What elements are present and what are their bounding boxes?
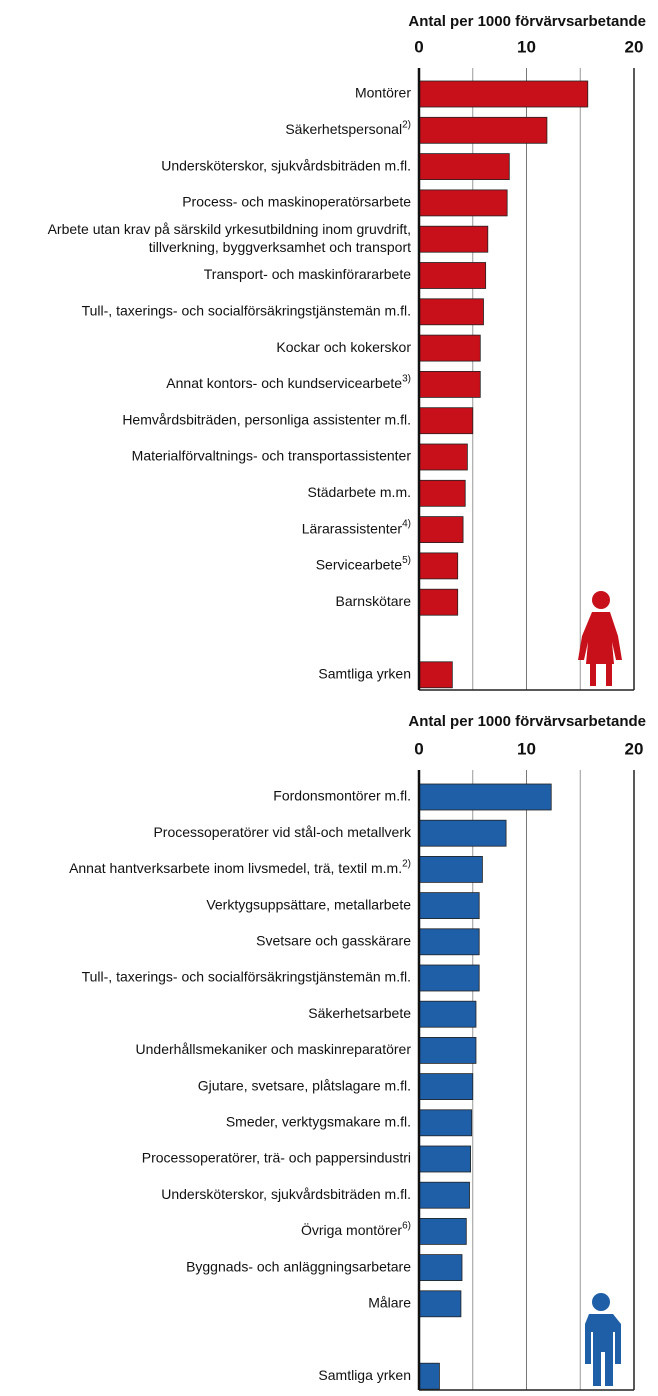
bar: [418, 964, 480, 992]
axis-title: Antal per 1000 förvärvsarbetande: [408, 713, 646, 730]
bar: [418, 1181, 470, 1209]
category-label: Annat kontors- och kundservicearbete3): [166, 373, 411, 391]
bar: [418, 552, 459, 580]
category-label: Undersköterskor, sjukvårdsbiträden m.fl.: [161, 157, 411, 173]
category-label: Montörer: [355, 85, 411, 101]
bar: [418, 856, 483, 883]
bar: [418, 1254, 463, 1281]
footnote: 3): [402, 373, 411, 384]
category-label: Målare: [368, 1295, 411, 1311]
bar: [418, 298, 484, 326]
footnote: 2): [402, 119, 411, 130]
axis-title: Antal per 1000 förvärvsarbetande: [408, 13, 646, 30]
x-tick-label: 0: [414, 739, 423, 758]
bar: [418, 892, 480, 919]
bar: [418, 1037, 477, 1064]
footnote: 2): [402, 858, 411, 869]
category-label: Processoperatörer vid stål-och metallver…: [153, 824, 412, 840]
category-label: Verktygsuppsättare, metallarbete: [206, 896, 411, 912]
bar: [418, 928, 480, 956]
bar: [418, 1109, 473, 1137]
category-label: Materialförvaltnings- och transportassis…: [132, 448, 412, 464]
bar: [418, 588, 459, 616]
category-label: Processoperatörer, trä- och pappersindus…: [142, 1150, 411, 1166]
category-label: Barnskötare: [336, 593, 412, 609]
category-label: Lärarassistenter4): [302, 518, 411, 536]
female-icon: [578, 591, 622, 686]
bar: [418, 225, 489, 253]
footnote: 5): [402, 555, 411, 566]
bar: [418, 370, 481, 398]
category-label: Process- och maskinoperatörsarbete: [182, 194, 411, 210]
bar: [418, 407, 474, 435]
bar: [418, 1362, 440, 1390]
bar: [418, 443, 468, 471]
category-label: Säkerhetsarbete: [308, 1005, 411, 1021]
bar: [418, 479, 466, 507]
category-label: Hemvårdsbiträden, personliga assistenter…: [122, 411, 411, 427]
bar: [418, 1145, 471, 1173]
bar: [418, 1218, 467, 1245]
bar: [418, 819, 507, 847]
bar: [418, 153, 510, 181]
category-label: Tull-, taxerings- och socialförsäkringst…: [82, 969, 411, 985]
bar: [418, 116, 548, 144]
category-label: Gjutare, svetsare, plåtslagare m.fl.: [198, 1077, 411, 1093]
category-label: Samtliga yrken: [318, 666, 411, 682]
category-label: Svetsare och gasskärare: [256, 933, 411, 949]
bar: [418, 1073, 474, 1100]
x-tick-label: 0: [414, 37, 423, 56]
bar: [418, 189, 508, 217]
bar: [418, 661, 453, 689]
male-icon: [585, 1293, 621, 1386]
x-tick-label: 20: [625, 37, 644, 56]
category-label: Underhållsmekaniker och maskinreparatöre…: [136, 1041, 412, 1057]
footnote: 4): [402, 518, 411, 529]
category-label: Tull-, taxerings- och socialförsäkringst…: [82, 303, 411, 319]
category-label: Säkerhetspersonal2): [285, 119, 411, 137]
category-label: Transport- och maskinförararbete: [204, 266, 411, 282]
category-label: Annat hantverksarbete inom livsmedel, tr…: [69, 858, 411, 876]
category-label: Servicearbete5): [316, 555, 411, 573]
footnote: 6): [402, 1220, 411, 1231]
bar: [418, 783, 552, 811]
category-label: Undersköterskor, sjukvårdsbiträden m.fl.: [161, 1186, 411, 1202]
bar: [418, 262, 487, 289]
category-label: Fordonsmontörer m.fl.: [273, 788, 411, 804]
bar: [418, 516, 464, 543]
x-tick-label: 10: [517, 37, 536, 56]
category-label: Arbete utan krav på särskild yrkesutbild…: [48, 221, 412, 255]
category-label: Smeder, verktygsmakare m.fl.: [226, 1114, 411, 1130]
bar: [418, 1290, 462, 1318]
bar: [418, 334, 481, 362]
x-tick-label: 20: [625, 739, 644, 758]
category-label: Övriga montörer6): [301, 1220, 411, 1238]
x-tick-label: 10: [517, 739, 536, 758]
category-label: Kockar och kokerskor: [276, 339, 411, 355]
bar: [418, 80, 589, 108]
category-label: Byggnads- och anläggningsarbetare: [186, 1258, 411, 1274]
category-label: Städarbete m.m.: [308, 484, 412, 500]
bar: [418, 1000, 477, 1028]
category-label: Samtliga yrken: [318, 1367, 411, 1383]
